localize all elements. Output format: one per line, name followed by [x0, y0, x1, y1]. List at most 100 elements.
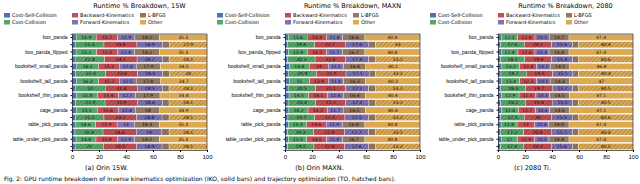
- bar: [96, 136, 117, 142]
- bar: [118, 107, 135, 113]
- bar: [98, 93, 119, 99]
- data-label: 47.4: [596, 50, 606, 55]
- y-tick: bookshelf_tall_panda: [233, 78, 285, 84]
- y-tick: table_pick_panda: [454, 121, 498, 127]
- x-tick: 60: [363, 150, 370, 160]
- y-tick-mark: [497, 102, 499, 103]
- data-label: 33: [395, 42, 401, 47]
- data-label: 19.3: [296, 130, 306, 135]
- y-tick: [284, 44, 286, 45]
- bar: [159, 136, 207, 142]
- y-tick: [284, 59, 286, 60]
- bar-hatched: [552, 100, 573, 106]
- y-tick: [497, 146, 499, 147]
- legend-label: Cost-Collision: [225, 19, 259, 25]
- data-label: 15.1: [558, 71, 568, 76]
- x-tick: 0: [497, 150, 501, 160]
- bar: [135, 136, 160, 142]
- bar-hatched: [288, 143, 314, 149]
- y-tick-label: bookshelf_thin_panda: [19, 92, 68, 98]
- data-label: 28.1: [183, 130, 193, 135]
- legend-swatch: [217, 20, 223, 25]
- data-label: 12.3: [523, 79, 533, 84]
- bar-hatched: [169, 71, 207, 77]
- y-tick: [71, 73, 73, 74]
- legend-label: Forward-Kinematics: [80, 19, 130, 25]
- y-tick-mark: [71, 132, 73, 133]
- bar-hatched: [104, 42, 137, 48]
- bar: [518, 34, 535, 40]
- data-label: 17.9: [143, 64, 153, 69]
- y-tick-label: cage_panda: [40, 107, 68, 113]
- bar-hatched: [573, 56, 579, 62]
- y-tick: [71, 59, 73, 60]
- bar-hatched: [288, 129, 314, 135]
- bar-hatched: [369, 42, 375, 48]
- y-tick-mark: [497, 117, 499, 118]
- bar: [501, 49, 518, 55]
- bars: [285, 34, 420, 149]
- data-label: 20.8: [84, 130, 94, 135]
- x-tick: 40: [549, 150, 556, 160]
- data-label: 19.7: [296, 115, 306, 120]
- y-tick: [497, 59, 499, 60]
- y-axis-line: [497, 35, 499, 151]
- bar: [569, 107, 633, 113]
- data-label: 33.2: [393, 100, 403, 105]
- data-label: 12.6: [123, 64, 133, 69]
- x-tick-mark: [420, 150, 421, 152]
- data-label: 33.2: [393, 86, 403, 91]
- bar: [549, 136, 569, 142]
- bar-hatched: [369, 56, 375, 62]
- data-label: 15.2: [104, 79, 114, 84]
- data-label: 22.4: [86, 71, 96, 76]
- legend-label: Forward-Kinematics: [506, 19, 556, 25]
- bar: [365, 34, 420, 40]
- data-label: 20.3: [533, 144, 543, 149]
- legend-swatch: [566, 20, 572, 25]
- bar: [570, 63, 633, 69]
- x-tick-label: 100: [415, 154, 426, 160]
- bar: [535, 34, 549, 40]
- bar-hatched: [369, 129, 376, 135]
- data-label: 16.8: [349, 122, 359, 127]
- data-label: 18.7: [509, 71, 519, 76]
- y-tick-label: box_panda_flipped: [238, 49, 280, 55]
- bar: [536, 63, 550, 69]
- data-label: 12.6: [521, 50, 531, 55]
- data-label: 21.9: [326, 71, 336, 76]
- bar-hatched: [573, 42, 579, 48]
- data-label: 19.5: [534, 71, 544, 76]
- x-axis: 020406080100: [71, 150, 213, 160]
- data-label: 18: [145, 108, 151, 113]
- bar: [327, 34, 343, 40]
- data-label: 22.2: [326, 100, 336, 105]
- data-label: 22.7: [325, 42, 335, 47]
- x-tick-label: 60: [363, 154, 370, 160]
- chart-title: Runtime % Breakdown, MAXN: [304, 2, 401, 10]
- x-tick-mark: [99, 150, 100, 152]
- legend-label: Other: [574, 19, 589, 25]
- frame: [633, 34, 634, 150]
- y-tick-mark: [284, 102, 286, 103]
- data-label: 18.8: [144, 115, 154, 120]
- y-tick: table_pick_panda: [28, 121, 72, 127]
- data-label: 13.2: [506, 64, 516, 69]
- bar-hatched: [525, 56, 552, 62]
- x-tick-mark: [312, 150, 313, 152]
- y-tick-label: table_under_pick_panda: [439, 136, 494, 142]
- bar-hatched: [169, 114, 207, 120]
- subtitle: (c) 2080 Ti.: [514, 164, 551, 172]
- bar-hatched: [345, 129, 369, 135]
- x-tick: 80: [603, 150, 610, 160]
- data-label: 40.4: [601, 42, 611, 47]
- data-label: 19: [146, 130, 152, 135]
- y-tick-label: box_panda: [43, 34, 68, 40]
- y-tick-label: table_under_pick_panda: [13, 136, 68, 142]
- data-label: 28.1: [183, 100, 193, 105]
- data-label: 11.9: [329, 122, 339, 127]
- x-tick: 40: [336, 150, 343, 160]
- data-label: 40.8: [387, 137, 397, 142]
- bar: [307, 49, 326, 55]
- bar-hatched: [524, 42, 551, 48]
